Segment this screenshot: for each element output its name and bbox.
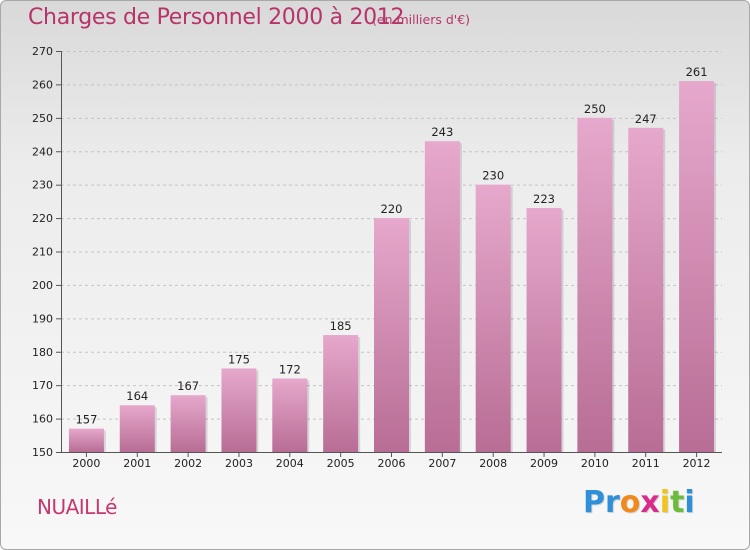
bar [221,368,257,452]
data-label: 250 [584,102,606,116]
data-label: 164 [126,389,148,403]
y-tick-label: 180 [32,346,53,359]
bar [68,428,104,452]
chart-title: Charges de Personnel 2000 à 2012 [28,5,405,30]
logo-letter: i [684,485,695,520]
x-tick-label: 2005 [327,457,355,470]
bar [526,208,562,452]
bar [374,218,409,452]
x-tick-label: 2009 [530,457,558,470]
data-label: 223 [533,192,555,206]
bar [170,395,206,452]
x-tick-label: 2001 [123,457,151,470]
bar [323,335,359,452]
x-tick-label: 2010 [581,457,609,470]
y-tick-label: 250 [32,112,53,125]
y-tick-label: 230 [32,179,53,192]
y-tick-label: 160 [32,413,53,426]
logo-letter: t [670,485,685,520]
bar [577,117,613,452]
data-label: 185 [330,319,352,333]
y-tick-label: 150 [32,446,53,459]
data-label: 261 [686,65,708,79]
bar [272,378,308,452]
data-label: 243 [431,125,453,139]
bar [475,184,511,452]
proxiti-logo[interactable]: Proxiti [583,485,695,520]
bar [424,141,460,452]
y-tick-label: 240 [32,145,53,158]
y-tick-label: 220 [32,212,53,225]
y-tick-label: 210 [32,246,53,259]
data-label: 167 [177,379,199,393]
x-tick-label: 2006 [378,457,406,470]
x-tick-label: 2007 [428,457,456,470]
data-label: 172 [279,362,301,376]
x-tick-label: 2002 [174,457,202,470]
logo-letter: o [619,485,641,520]
data-label: 230 [482,169,504,183]
x-tick-label: 2012 [683,457,711,470]
x-tick-label: 2008 [479,457,507,470]
data-label: 220 [381,202,403,216]
x-tick-label: 2004 [276,457,304,470]
data-label: 175 [228,352,250,366]
x-tick-label: 2011 [632,457,660,470]
y-tick-label: 170 [32,379,53,392]
x-tick-label: 2000 [72,457,100,470]
data-label: 157 [75,413,97,427]
bar [679,81,715,452]
y-tick-label: 260 [32,78,53,91]
y-tick-label: 200 [32,279,53,292]
logo-letter: r [605,485,620,520]
data-label: 247 [635,112,657,126]
logo-letter: x [640,485,660,520]
y-tick-label: 270 [32,45,53,58]
commune-name: NUAILLé [37,495,117,519]
bar [119,405,155,452]
x-tick-label: 2003 [225,457,253,470]
y-tick-label: 190 [32,312,53,325]
logo-letter: i [659,485,671,520]
bar [628,127,664,452]
logo-letter: P [583,485,605,520]
chart-subtitle: (en milliers d'€) [372,12,471,27]
